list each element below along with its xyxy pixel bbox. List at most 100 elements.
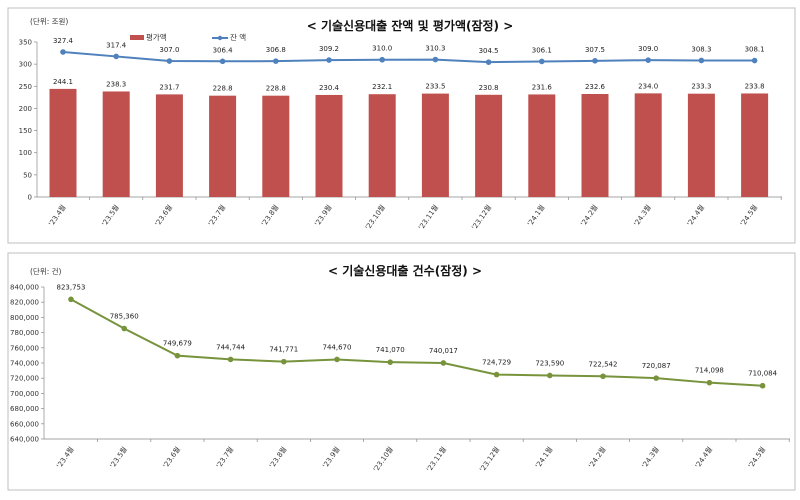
point-data-label: 724,729 [482, 359, 511, 367]
point-data-label: 785,360 [110, 313, 139, 321]
bar-data-label: 233.3 [691, 83, 711, 91]
y-tick-label: 250 [19, 83, 32, 91]
data-point [592, 58, 598, 64]
bar-data-label: 234.0 [638, 82, 658, 90]
data-point [706, 379, 713, 386]
y-tick-label: 780,000 [10, 329, 39, 337]
bar [262, 95, 290, 197]
point-data-label: 720,087 [642, 362, 671, 370]
point-data-label: 744,744 [216, 343, 245, 351]
bar [741, 93, 769, 197]
y-tick-label: 150 [19, 127, 32, 135]
bar-data-label: 228.8 [213, 85, 233, 93]
chart2-unit: (단위: 건) [30, 266, 62, 276]
data-point [174, 352, 181, 359]
chart2-panel [7, 252, 796, 491]
legend-marker-line [217, 35, 223, 41]
point-data-label: 307.5 [585, 46, 605, 54]
point-data-label: 714,098 [695, 367, 724, 375]
y-tick-label: 820,000 [10, 299, 39, 307]
y-tick-label: 740,000 [10, 360, 39, 368]
y-tick-label: 640,000 [10, 436, 39, 444]
legend-label-bar: 평가액 [146, 32, 167, 42]
y-tick-label: 300 [19, 61, 32, 69]
point-data-label: 306.4 [213, 46, 234, 54]
bar [475, 94, 503, 197]
data-point [600, 373, 606, 380]
y-tick-label: 840,000 [10, 284, 39, 292]
data-point [440, 360, 447, 366]
point-data-label: 744,670 [323, 343, 352, 351]
y-tick-label: 720,000 [10, 375, 39, 383]
data-point [326, 57, 332, 63]
bar [368, 94, 396, 197]
data-point [113, 53, 119, 60]
chart1-title: < 기술신용대출 잔액 및 평가액(잠정) > [307, 18, 514, 33]
bar [49, 88, 77, 197]
chart1-unit: (단위: 조원) [30, 16, 68, 26]
point-data-label: 308.3 [691, 45, 711, 53]
data-point [121, 325, 127, 332]
data-point [334, 356, 340, 363]
point-data-label: 304.5 [479, 47, 499, 55]
point-data-label: 327.4 [53, 37, 74, 45]
data-point [539, 58, 545, 65]
data-point [432, 56, 439, 63]
point-data-label: 309.2 [319, 45, 339, 53]
bar [581, 93, 609, 197]
point-data-label: 317.4 [106, 41, 127, 49]
bar [687, 93, 715, 197]
legend-swatch-bar [130, 35, 144, 40]
bar-data-label: 233.8 [745, 82, 765, 90]
data-point [645, 57, 651, 63]
data-point [379, 56, 386, 63]
series-line [62, 51, 755, 64]
y-tick-label: 700,000 [10, 390, 39, 398]
series-line [70, 298, 763, 387]
point-data-label: 749,679 [163, 340, 192, 348]
y-tick-label: 50 [23, 171, 32, 179]
point-data-label: 309.0 [638, 45, 658, 53]
data-point [60, 49, 66, 55]
bar [315, 94, 343, 197]
point-data-label: 310.3 [425, 45, 445, 53]
point-data-label: 740,017 [429, 347, 458, 355]
chart1-legend: 평가액 잔 액 [130, 32, 246, 42]
y-tick-label: 0 [28, 194, 32, 202]
data-point [166, 58, 173, 64]
chart2-title: < 기술신용대출 건수(잠정) > [328, 263, 482, 278]
bar-data-label: 231.7 [159, 83, 179, 91]
data-point [219, 58, 226, 65]
point-data-label: 823,753 [57, 283, 86, 291]
bar [209, 95, 237, 197]
bar-data-label: 232.6 [585, 83, 606, 91]
y-tick-label: 200 [19, 105, 32, 113]
y-tick-label: 350 [19, 39, 32, 47]
legend-label-line: 잔 액 [230, 32, 246, 42]
point-data-label: 307.0 [159, 46, 179, 54]
data-point [273, 58, 279, 64]
data-point [68, 296, 74, 303]
y-tick-label: 680,000 [10, 405, 39, 413]
bar-data-label: 230.4 [319, 84, 340, 92]
y-tick-label: 760,000 [10, 344, 39, 352]
y-tick-label: 800,000 [10, 314, 39, 322]
bar-data-label: 231.6 [532, 83, 553, 91]
chart1-panel [7, 7, 796, 244]
bar [528, 94, 556, 197]
y-tick-label: 660,000 [10, 420, 39, 428]
data-point [485, 59, 492, 65]
point-data-label: 741,070 [376, 346, 405, 354]
bar-data-label: 230.8 [479, 84, 499, 92]
data-point [547, 372, 553, 379]
bar [155, 94, 183, 197]
point-data-label: 723,590 [535, 359, 564, 367]
point-data-label: 310.0 [372, 45, 392, 53]
bar-data-label: 232.1 [372, 83, 392, 91]
data-point [387, 359, 394, 365]
bar-data-label: 244.1 [53, 78, 73, 86]
point-data-label: 741,771 [269, 346, 298, 354]
data-point [281, 358, 287, 365]
bar-data-label: 238.3 [106, 80, 126, 88]
